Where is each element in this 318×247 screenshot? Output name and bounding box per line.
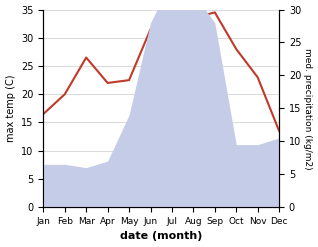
X-axis label: date (month): date (month) (120, 231, 203, 242)
Y-axis label: med. precipitation (kg/m2): med. precipitation (kg/m2) (303, 48, 313, 169)
Y-axis label: max temp (C): max temp (C) (5, 75, 16, 142)
